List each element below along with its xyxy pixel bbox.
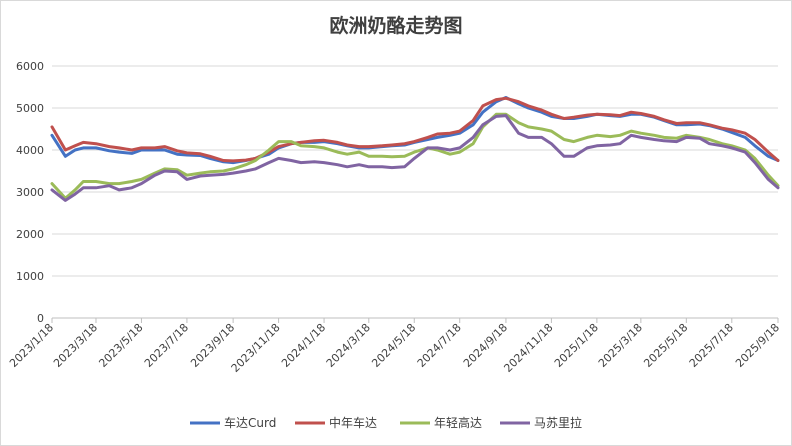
series-line-1 (50, 96, 780, 163)
chart-title: 欧洲奶酪走势图 (329, 14, 462, 37)
y-tick-label: 4000 (16, 144, 44, 157)
y-tick-label: 5000 (16, 102, 44, 115)
y-tick-label: 1000 (16, 270, 44, 283)
x-tick-label: 2025/1/18 (552, 321, 601, 370)
legend-item-0: 车达Curd (190, 415, 276, 430)
legend-label: 车达Curd (224, 415, 276, 430)
x-tick-label: 2024/9/18 (461, 321, 510, 370)
x-tick-label: 2023/9/18 (188, 321, 237, 370)
x-tick-label: 2023/3/18 (51, 321, 100, 370)
y-tick-label: 2000 (16, 228, 44, 241)
y-axis-ticks: 0 1000 2000 3000 4000 5000 6000 (16, 60, 44, 325)
y-tick-label: 3000 (16, 186, 44, 199)
series-line-2 (50, 112, 780, 200)
legend: 车达Curd 中年车达 年轻高达 马苏里拉 (190, 415, 582, 430)
legend-label: 年轻高达 (434, 415, 482, 430)
legend-item-1: 中年车达 (295, 415, 377, 430)
series-lines (50, 96, 780, 202)
x-tick-label: 2024/7/18 (415, 321, 464, 370)
x-tick-label: 2023/7/18 (142, 321, 191, 370)
x-tick-label: 2023/5/18 (96, 321, 145, 370)
y-tick-label: 0 (37, 312, 44, 325)
x-tick-label: 2024/5/18 (369, 321, 418, 370)
x-tick-label: 2024/3/18 (324, 321, 373, 370)
legend-label: 中年车达 (329, 415, 377, 430)
legend-item-2: 年轻高达 (400, 415, 482, 430)
x-tick-label: 2025/9/18 (733, 321, 782, 370)
gridlines (52, 65, 778, 319)
x-axis-ticks: 2023/1/182023/3/182023/5/182023/7/182023… (7, 318, 782, 375)
x-tick-label: 2025/7/18 (687, 321, 736, 370)
y-tick-label: 6000 (16, 60, 44, 73)
x-tick-label: 2023/1/18 (7, 321, 56, 370)
series-line-3 (50, 114, 780, 202)
legend-item-3: 马苏里拉 (500, 415, 582, 430)
x-tick-label: 2025/5/18 (641, 321, 690, 370)
x-tick-label: 2024/1/18 (279, 321, 328, 370)
x-tick-label: 2024/11/18 (501, 321, 555, 375)
x-tick-label: 2023/11/18 (229, 321, 283, 375)
legend-label: 马苏里拉 (534, 415, 582, 430)
x-tick-label: 2025/3/18 (596, 321, 645, 370)
